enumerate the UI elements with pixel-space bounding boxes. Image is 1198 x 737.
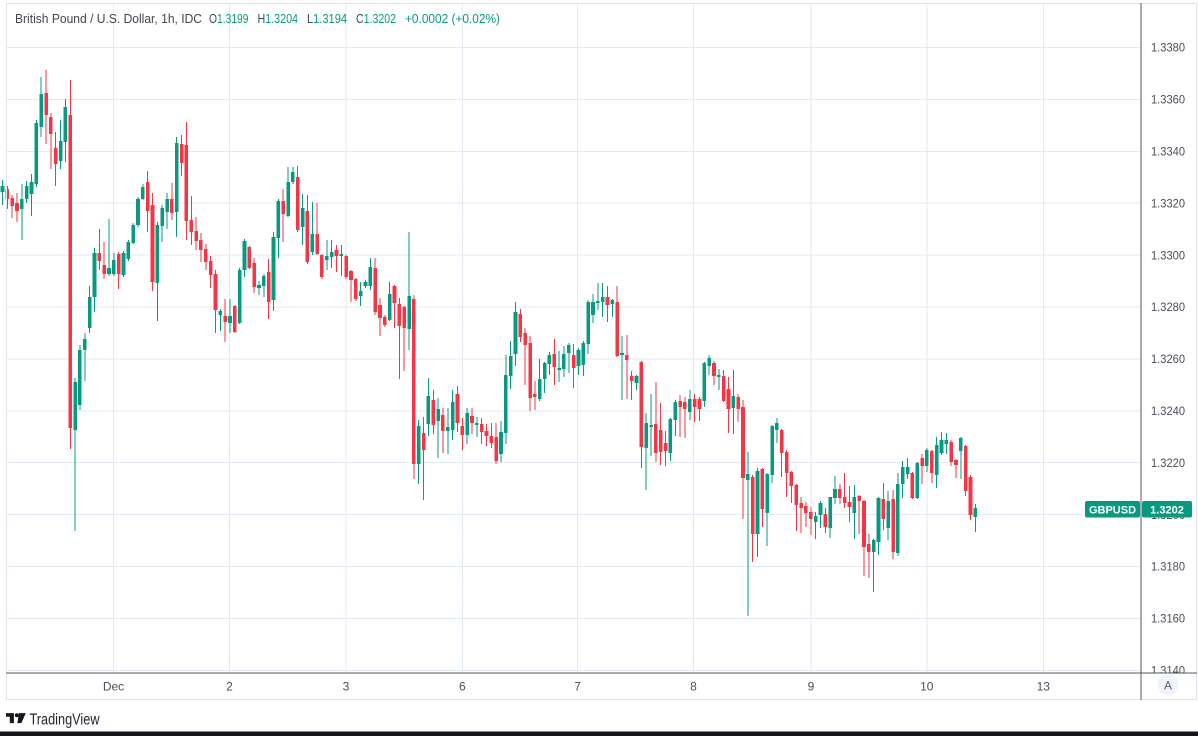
svg-text:1.3260: 1.3260 <box>1151 352 1185 366</box>
svg-text:1.3160: 1.3160 <box>1151 612 1185 626</box>
svg-text:A: A <box>1164 678 1172 692</box>
svg-text:1.3320: 1.3320 <box>1151 196 1185 210</box>
svg-text:1.3360: 1.3360 <box>1151 93 1185 107</box>
svg-text:GBPUSD: GBPUSD <box>1089 504 1136 516</box>
svg-text:O1.3199: O1.3199 <box>209 11 249 26</box>
svg-text:1.3340: 1.3340 <box>1151 145 1185 159</box>
svg-text:3: 3 <box>343 680 350 694</box>
svg-text:1.3300: 1.3300 <box>1151 248 1185 262</box>
svg-text:1.3280: 1.3280 <box>1151 300 1185 314</box>
svg-text:2: 2 <box>226 680 233 694</box>
svg-text:9: 9 <box>808 680 815 694</box>
svg-text:L1.3194: L1.3194 <box>307 11 347 26</box>
svg-text:TradingView: TradingView <box>30 712 101 729</box>
svg-text:1.3202: 1.3202 <box>1150 504 1184 516</box>
svg-text:1.3240: 1.3240 <box>1151 404 1185 418</box>
svg-text:+0.0002 (+0.02%): +0.0002 (+0.02%) <box>405 11 500 26</box>
svg-text:C1.3202: C1.3202 <box>356 11 396 26</box>
svg-text:10: 10 <box>920 680 934 694</box>
svg-text:Dec: Dec <box>103 680 124 694</box>
svg-text:H1.3204: H1.3204 <box>258 11 299 26</box>
svg-text:6: 6 <box>459 680 466 694</box>
svg-text:1.3380: 1.3380 <box>1151 41 1185 55</box>
svg-text:1.3180: 1.3180 <box>1151 560 1185 574</box>
svg-text:13: 13 <box>1037 680 1051 694</box>
svg-text:8: 8 <box>690 680 697 694</box>
svg-text:British Pound / U.S. Dollar, 1: British Pound / U.S. Dollar, 1h, IDC <box>15 11 202 26</box>
svg-text:1.3220: 1.3220 <box>1151 456 1185 470</box>
svg-text:7: 7 <box>574 680 581 694</box>
